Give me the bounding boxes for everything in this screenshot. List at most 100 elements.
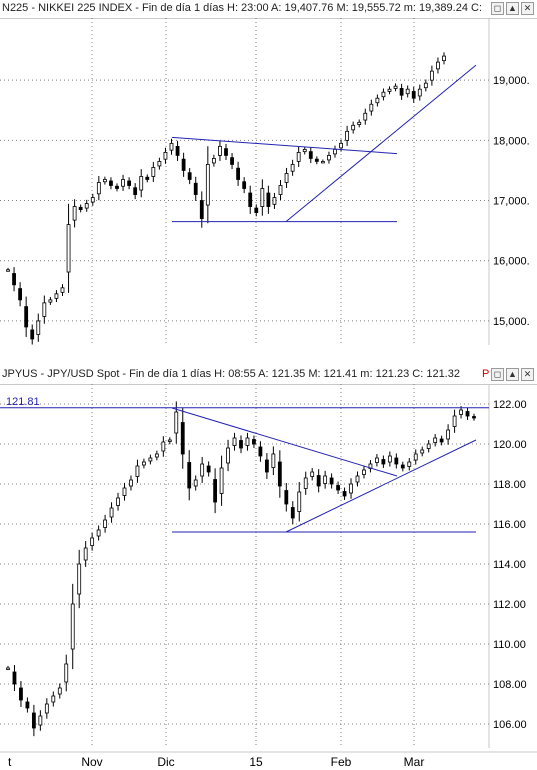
candle-body bbox=[399, 88, 404, 96]
y-tick-label: 122.00 bbox=[493, 399, 527, 411]
candle-body bbox=[230, 157, 234, 165]
candle-body bbox=[12, 671, 17, 685]
candle-body bbox=[31, 712, 36, 729]
y-tick-label: 106.00 bbox=[493, 719, 527, 731]
candle-body bbox=[12, 273, 16, 286]
candle-body bbox=[218, 145, 222, 156]
y-tick-label: 114.00 bbox=[493, 559, 526, 571]
candle-body bbox=[102, 179, 107, 183]
candle-body bbox=[242, 181, 247, 189]
candle-body bbox=[252, 439, 256, 445]
restore-icon[interactable]: ◻ bbox=[491, 368, 504, 381]
candle-body bbox=[142, 461, 146, 466]
candle-body bbox=[465, 411, 470, 417]
candle-body bbox=[181, 158, 186, 171]
candle-body bbox=[407, 461, 412, 467]
maximize-icon[interactable]: ▲ bbox=[506, 368, 519, 381]
candle-body bbox=[260, 188, 265, 207]
candle-body bbox=[19, 687, 23, 701]
candle-body bbox=[446, 429, 451, 440]
candle-body bbox=[355, 475, 360, 483]
candle-body bbox=[224, 148, 228, 156]
candle-body bbox=[258, 446, 263, 457]
candle-body bbox=[64, 663, 69, 683]
candle-body bbox=[96, 529, 101, 537]
candle-body bbox=[351, 124, 356, 131]
jpyusd-pane: JPYUS - JPY/USD Spot - Fin de día 1 días… bbox=[0, 366, 537, 770]
candle-body bbox=[345, 130, 350, 141]
maximize-icon[interactable]: ▲ bbox=[506, 2, 519, 15]
candle-body bbox=[193, 479, 198, 487]
candle-body bbox=[139, 176, 144, 191]
candle-body bbox=[175, 145, 180, 156]
candle-body bbox=[236, 167, 241, 180]
y-tick-label: 108.00 bbox=[493, 679, 527, 691]
candle-body bbox=[393, 85, 398, 89]
candle-body bbox=[420, 449, 425, 454]
x-tick-label: t bbox=[8, 755, 12, 769]
candle-body bbox=[459, 409, 463, 415]
candle-body bbox=[66, 224, 71, 273]
candle-body bbox=[411, 91, 416, 99]
y-tick-label: 15,000. bbox=[493, 316, 530, 328]
nikkei-header-text: N225 - NIKKEI 225 INDEX - Fin de día 1 d… bbox=[2, 2, 483, 14]
candle-body bbox=[296, 151, 301, 162]
y-tick-label: 118.00 bbox=[493, 479, 526, 491]
y-tick-label: 120.00 bbox=[493, 439, 527, 451]
candle-body bbox=[310, 471, 315, 477]
candle-body bbox=[439, 438, 444, 443]
candle-body bbox=[180, 422, 185, 455]
close-icon[interactable]: ✕ bbox=[521, 368, 534, 381]
candle-body bbox=[60, 287, 65, 293]
candle-body bbox=[245, 437, 250, 446]
candle-body bbox=[452, 415, 457, 427]
candle-body bbox=[433, 437, 438, 443]
candle-body bbox=[423, 82, 428, 89]
candle-body bbox=[290, 507, 295, 519]
candle-body bbox=[394, 457, 399, 465]
x-tick-label: 15 bbox=[249, 755, 263, 769]
candle-body bbox=[284, 490, 289, 505]
candle-body bbox=[57, 687, 62, 695]
trendline bbox=[171, 407, 398, 477]
nikkei-pane-header: N225 - NIKKEI 225 INDEX - Fin de día 1 d… bbox=[0, 0, 537, 19]
candle-body bbox=[6, 667, 10, 670]
y-tick-label: 18,000. bbox=[493, 135, 530, 147]
candle-body bbox=[413, 453, 418, 461]
candle-body bbox=[145, 176, 150, 180]
restore-icon[interactable]: ◻ bbox=[491, 2, 504, 15]
jpyusd-header-text: JPYUS - JPY/USD Spot - Fin de día 1 días… bbox=[2, 368, 460, 380]
candle-body bbox=[336, 485, 340, 491]
candle-body bbox=[148, 457, 153, 462]
candle-body bbox=[320, 161, 325, 164]
candle-body bbox=[368, 463, 373, 469]
candle-body bbox=[206, 465, 211, 473]
candle-body bbox=[429, 70, 434, 81]
candle-body bbox=[254, 207, 259, 213]
candle-body bbox=[303, 477, 308, 489]
candle-body bbox=[302, 148, 307, 153]
reference-level-label: 121.81 bbox=[6, 396, 40, 408]
candle-body bbox=[333, 148, 337, 155]
candle-body bbox=[362, 469, 366, 475]
candle-body bbox=[154, 453, 159, 458]
candle-body bbox=[169, 142, 174, 151]
candle-body bbox=[442, 55, 446, 62]
candle-body bbox=[271, 453, 276, 468]
candle-body bbox=[121, 179, 125, 187]
candle-body bbox=[90, 537, 95, 546]
candle-body bbox=[193, 182, 198, 195]
x-tick-label: Dic bbox=[157, 755, 174, 769]
candle-body bbox=[278, 185, 283, 195]
candle-body bbox=[284, 173, 289, 183]
candle-body bbox=[54, 293, 59, 299]
jpyusd-pane-header: JPYUS - JPY/USD Spot - Fin de día 1 días… bbox=[0, 366, 537, 385]
candle-body bbox=[103, 519, 107, 528]
candle-body bbox=[48, 299, 53, 303]
candle-body bbox=[297, 491, 302, 512]
candle-body bbox=[200, 463, 205, 477]
candle-body bbox=[357, 121, 362, 125]
candle-body bbox=[115, 185, 119, 189]
candle-body bbox=[6, 269, 10, 272]
close-icon[interactable]: ✕ bbox=[521, 2, 534, 15]
